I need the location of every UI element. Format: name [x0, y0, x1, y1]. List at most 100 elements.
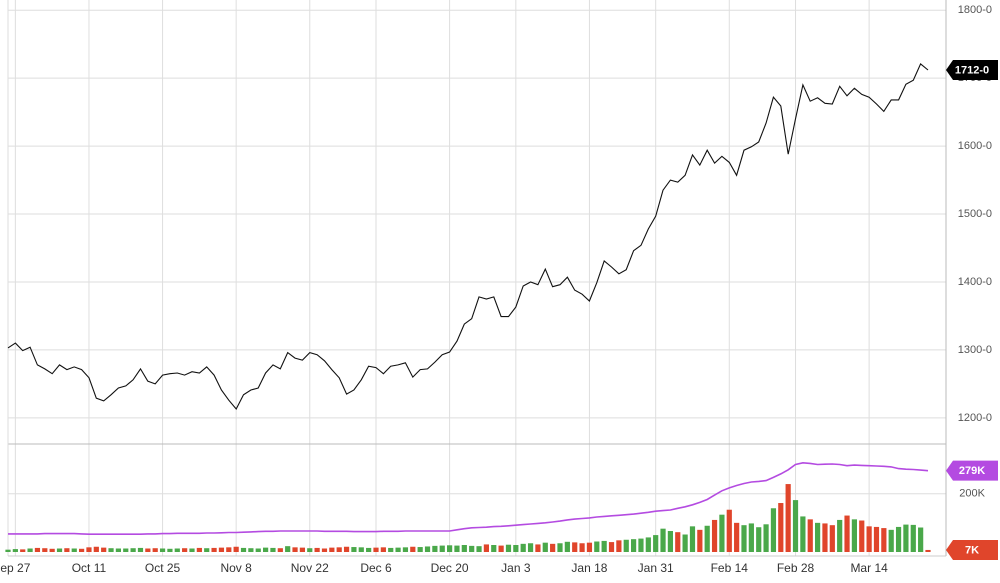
volume-bar — [594, 541, 600, 552]
volume-bar — [616, 540, 622, 552]
volume-bar — [108, 548, 114, 552]
volume-bar — [196, 547, 202, 552]
volume-bar — [255, 548, 261, 552]
volume-bar — [285, 546, 291, 552]
volume-bar — [447, 545, 453, 552]
y-tick-label: 1400-0 — [958, 276, 992, 288]
volume-bar — [778, 503, 784, 552]
volume-bar — [182, 548, 188, 552]
volume-bar — [469, 545, 475, 552]
price-line — [7, 63, 929, 410]
x-tick-label: Mar 14 — [850, 561, 888, 575]
x-tick-label: Nov 8 — [220, 561, 252, 575]
volume-bar — [366, 547, 372, 552]
volume-bar — [623, 539, 629, 552]
volume-bar — [756, 527, 762, 552]
volume-bar — [115, 548, 121, 552]
volume-bar — [829, 525, 835, 552]
y-tick-label: 1500-0 — [958, 208, 992, 220]
volume-bar — [873, 526, 880, 552]
volume-bar — [248, 548, 254, 552]
volume-bar — [167, 548, 173, 552]
volume-bar — [461, 545, 467, 552]
volume-bar — [410, 546, 416, 552]
volume-bar — [601, 540, 607, 552]
volume-bar — [189, 548, 195, 552]
volume-bar — [145, 548, 151, 552]
volume-bar — [388, 547, 394, 552]
volume-bar — [689, 526, 696, 552]
volume-bar — [763, 524, 769, 552]
volume-bar — [682, 534, 688, 552]
volume-bar — [56, 548, 63, 552]
volume-bar — [71, 548, 77, 552]
volume-bar — [130, 548, 136, 552]
last-price-label-box — [946, 59, 998, 80]
volume-bar — [454, 545, 460, 552]
volume-bar — [20, 549, 26, 552]
volume-bar — [726, 509, 732, 552]
volume-bar — [476, 546, 482, 552]
volume-bar — [527, 543, 534, 552]
volume-bar — [807, 519, 813, 552]
volume-bar — [741, 525, 747, 552]
volume-bar — [42, 548, 48, 552]
x-tick-label: Feb 28 — [777, 561, 815, 575]
volume-bar — [483, 544, 489, 552]
x-tick-label: Jan 31 — [638, 561, 674, 575]
volume-bar — [734, 522, 740, 552]
volume-bar — [748, 523, 754, 552]
last-volume-label-box — [946, 460, 998, 481]
volume-bar — [675, 532, 681, 552]
x-tick-label: Feb 14 — [711, 561, 749, 575]
volume-bar — [5, 549, 11, 552]
volume-bar — [307, 548, 313, 552]
volume-bar — [270, 547, 276, 552]
volume-bar — [505, 544, 512, 552]
volume-bar — [204, 548, 210, 552]
volume-bar — [226, 547, 232, 552]
volume-bar — [277, 548, 283, 552]
volume-bar — [697, 529, 703, 552]
volume-bar — [785, 484, 791, 552]
volume-bar — [12, 549, 18, 552]
volume-bar — [79, 548, 85, 552]
volume-bar — [439, 545, 445, 552]
volume-bar — [498, 545, 504, 552]
volume-bar — [881, 528, 887, 552]
volume-bar — [822, 523, 828, 552]
x-tick-label: Nov 22 — [291, 561, 329, 575]
volume-bar — [218, 547, 225, 552]
volume-bar — [888, 529, 894, 552]
volume-bar — [564, 541, 570, 552]
x-tick-label: Dec 6 — [360, 561, 392, 575]
x-tick-label: ep 27 — [0, 561, 30, 575]
volume-bar — [491, 545, 497, 552]
volume-bar — [910, 524, 916, 552]
volume-bar — [520, 543, 526, 552]
volume-bar — [211, 547, 217, 552]
x-tick-label: Dec 20 — [431, 561, 469, 575]
volume-bar — [240, 547, 247, 552]
volume-bar — [159, 548, 166, 552]
volume-bar — [123, 548, 129, 552]
volume-bar — [137, 547, 144, 552]
x-tick-label: Jan 18 — [571, 561, 607, 575]
volume-bar — [903, 524, 909, 552]
volume-bar — [542, 542, 548, 552]
volume-bar — [395, 547, 401, 552]
volume-bar — [645, 537, 651, 552]
volume-bar — [336, 547, 342, 552]
volume-bar — [704, 525, 710, 552]
volume-bar — [631, 539, 637, 552]
volume-bar — [351, 547, 357, 552]
volume-bar — [844, 515, 850, 552]
volume-bar — [918, 527, 924, 552]
last-volume-label: 7K — [965, 544, 979, 556]
volume-bar — [895, 526, 902, 552]
volume-bar — [292, 547, 298, 552]
volume-bar — [174, 548, 180, 552]
volume-bar — [299, 547, 305, 552]
volume-bar — [800, 516, 806, 552]
